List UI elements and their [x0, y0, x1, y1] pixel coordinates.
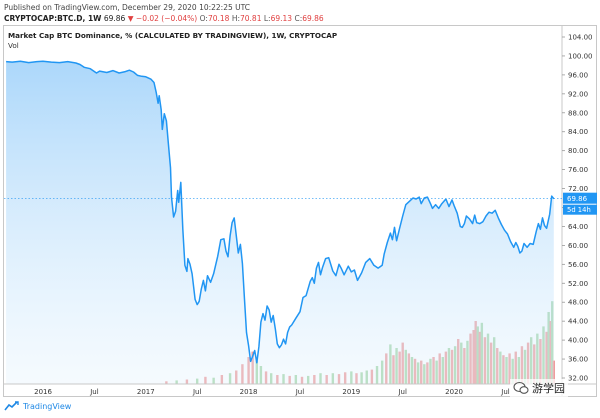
last-value-label: 69.86 [567, 195, 588, 203]
wechat-icon [513, 381, 529, 394]
line-series [6, 60, 555, 364]
x-tick-label: Jul [192, 388, 202, 396]
ticker-line: CRYPTOCAP:BTC.D, 1W 69.86 ▼ −0.02 (−0.04… [4, 14, 324, 23]
x-tick-label: 2019 [342, 388, 360, 396]
close-value: 69.86 [302, 14, 324, 23]
y-tick-label: 84.00 [568, 128, 588, 136]
x-tick-label: Jul [500, 388, 510, 396]
x-tick-label: Jul [295, 388, 305, 396]
high-value: 70.81 [240, 14, 262, 23]
y-tick-label: 56.00 [568, 261, 588, 269]
high-label: H: [231, 14, 240, 23]
y-tick-label: 92.00 [568, 90, 588, 98]
x-axis: 2016 Jul 2017 Jul 2018 Jul 2019 Jul 2020 Jul [3, 383, 597, 396]
price-line [6, 60, 555, 364]
area-fill [6, 61, 554, 384]
price-change: −0.02 (−0.04%) [135, 14, 198, 23]
y-tick-label: 96.00 [568, 71, 588, 79]
y-tick-label: 76.00 [568, 166, 588, 174]
watermark-text: 游学园 [532, 383, 565, 395]
y-tick-label: 52.00 [568, 280, 588, 288]
watermark: 游学园 [510, 379, 568, 397]
open-value: 70.18 [207, 14, 230, 23]
area-path [6, 61, 554, 384]
y-tick-label: 48.00 [568, 299, 588, 307]
x-tick-label: 2017 [137, 388, 155, 396]
symbol[interactable]: CRYPTOCAP:BTC.D, 1W [4, 14, 102, 23]
y-tick-label: 36.00 [568, 356, 588, 364]
last-price: 69.86 [103, 14, 126, 23]
x-tick-label: Jul [397, 388, 407, 396]
price-badges: 69.86 5d 14h [4, 192, 597, 215]
x-tick-label: 2020 [445, 388, 463, 396]
x-tick-label: 2018 [240, 388, 258, 396]
y-tick-label: 64.00 [568, 223, 588, 231]
down-arrow-icon: ▼ [127, 14, 134, 23]
low-value: 69.13 [270, 14, 293, 23]
x-tick-label: Jul [89, 388, 99, 396]
published-line: Published on TradingView.com, December 2… [4, 3, 251, 12]
countdown-label: 5d 14h [567, 206, 591, 214]
low-label: L: [263, 14, 271, 23]
y-tick-label: 100.00 [568, 52, 593, 60]
tradingview-logo[interactable]: TradingView [4, 401, 71, 411]
volume-label: Vol [8, 41, 19, 50]
x-tick-label: 2016 [34, 388, 52, 396]
tradingview-icon [4, 401, 19, 411]
close-label: C: [294, 14, 303, 23]
chart-title: Market Cap BTC Dominance, % (CALCULATED … [8, 31, 338, 40]
open-label: O: [199, 14, 208, 23]
y-tick-label: 32.00 [568, 375, 588, 383]
y-tick-label: 60.00 [568, 242, 588, 250]
y-axis: 104.00 100.00 96.00 92.00 88.00 84.00 80.00 76.… [561, 26, 593, 397]
brand-label: TradingView [23, 401, 72, 411]
y-tick-label: 72.00 [568, 185, 588, 193]
y-tick-label: 40.00 [568, 337, 588, 345]
y-tick-label: 44.00 [568, 318, 588, 326]
countdown-badge [563, 204, 597, 215]
y-tick-label: 104.00 [568, 34, 593, 42]
y-tick-label: 80.00 [568, 147, 588, 155]
last-value-badge [563, 192, 597, 204]
y-tick-label: 88.00 [568, 109, 588, 117]
